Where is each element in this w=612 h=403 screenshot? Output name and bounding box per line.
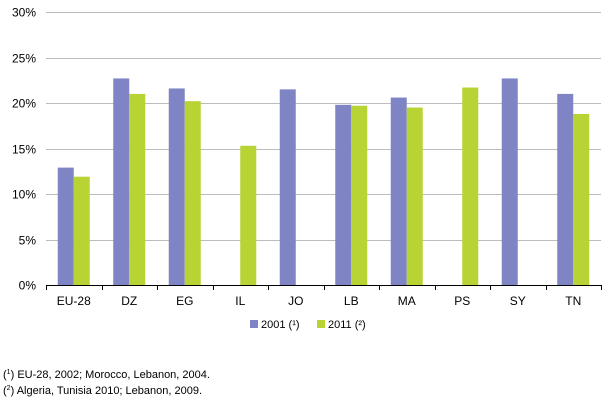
x-tick-label: PS (454, 294, 470, 308)
legend-label-series-2: 2011 (²) (328, 319, 366, 331)
x-axis (46, 285, 602, 290)
x-tick-label: TN (565, 294, 581, 308)
bar-dz-series-2 (129, 93, 146, 286)
bar-sy-series-1 (501, 78, 518, 286)
bar-jo-series-1 (279, 89, 296, 285)
x-tick-label: DZ (121, 294, 137, 308)
bar-tn-series-1 (557, 93, 574, 286)
x-tick-label: MA (398, 294, 416, 308)
y-tick-label: 0% (19, 279, 37, 293)
bar-ps-series-2 (462, 87, 479, 285)
x-tick-label: EU-28 (57, 294, 91, 308)
x-tick-label: EG (176, 294, 193, 308)
bar-lb-series-2 (351, 105, 368, 285)
x-tick-label: SY (510, 294, 526, 308)
bars (57, 78, 590, 286)
bar-eu-28-series-1 (57, 167, 74, 285)
footnote-2: (2) Algeria, Tunisia 2010; Lebanon, 2009… (3, 385, 203, 397)
y-tick-label: 15% (12, 143, 36, 157)
legend-swatch-series-2 (317, 320, 325, 328)
x-tick-label: JO (288, 294, 303, 308)
bar-ma-series-2 (406, 107, 423, 285)
legend: 2001 (¹) 2011 (²) (250, 319, 366, 331)
footnote-1: (1) EU-28, 2002; Morocco, Lebanon, 2004. (3, 369, 210, 381)
y-tick-label: 10% (12, 188, 36, 202)
bar-il-series-2 (240, 145, 257, 285)
bar-tn-series-2 (573, 113, 590, 285)
y-axis-tick-labels: 0% 5% 10% 15% 20% 25% 30% (12, 6, 36, 293)
footnote-2-marker: 2 (6, 385, 11, 392)
x-tick-label: LB (344, 294, 359, 308)
bar-eu-28-series-2 (73, 176, 90, 285)
x-tick-label: IL (235, 294, 245, 308)
y-tick-label: 20% (12, 97, 36, 111)
bar-eg-series-2 (184, 101, 201, 286)
footnote-2-text: Algeria, Tunisia 2010; Lebanon, 2009. (16, 385, 203, 397)
bar-lb-series-1 (335, 104, 352, 285)
bar-eg-series-1 (168, 88, 185, 285)
y-tick-label: 5% (19, 234, 37, 248)
bar-ma-series-1 (390, 97, 407, 285)
y-tick-label: 25% (12, 52, 36, 66)
bar-dz-series-1 (113, 78, 130, 286)
x-axis-tick-labels: EU-28 DZ EG IL JO LB MA PS SY TN (57, 294, 582, 308)
legend-swatch-series-1 (250, 320, 258, 328)
y-tick-label: 30% (12, 6, 36, 20)
footnote-1-marker: 1 (6, 369, 11, 376)
legend-label-series-1: 2001 (¹) (261, 319, 300, 331)
footnote-1-text: EU-28, 2002; Morocco, Lebanon, 2004. (17, 369, 210, 381)
